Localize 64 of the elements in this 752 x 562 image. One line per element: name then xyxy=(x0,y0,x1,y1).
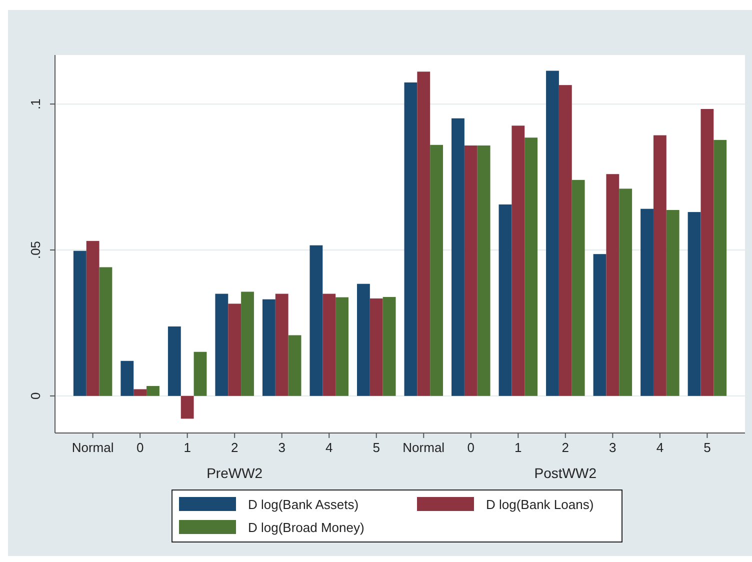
bar xyxy=(288,335,302,396)
bar xyxy=(73,250,86,396)
bar xyxy=(512,126,525,396)
text: PreWW2 xyxy=(206,465,263,481)
bar xyxy=(134,389,147,396)
bar xyxy=(452,118,464,396)
x-tick-label: 0 xyxy=(136,440,144,455)
text: PostWW2 xyxy=(534,465,597,481)
bar xyxy=(356,284,370,396)
bar xyxy=(382,296,396,396)
y-tick-label: .1 xyxy=(28,98,43,110)
bar xyxy=(700,109,714,396)
bar xyxy=(310,245,323,396)
x-tick-label: 2 xyxy=(230,440,238,455)
bar xyxy=(464,145,478,396)
bar xyxy=(606,174,620,396)
bar xyxy=(86,240,100,396)
bar xyxy=(477,145,490,396)
bar xyxy=(593,254,606,396)
bar xyxy=(180,396,194,419)
x-tick-label: 1 xyxy=(514,440,522,455)
x-tick-label: Normal xyxy=(72,440,114,455)
bar xyxy=(524,138,538,396)
x-tick-label: 4 xyxy=(656,440,664,455)
bar xyxy=(275,294,288,396)
bar xyxy=(417,72,430,396)
y-tick-label: .05 xyxy=(28,240,43,260)
bar xyxy=(146,386,160,396)
bar xyxy=(640,208,654,396)
bar xyxy=(498,204,512,396)
bar xyxy=(194,352,207,396)
bar xyxy=(370,298,383,396)
bar xyxy=(241,292,254,396)
bar xyxy=(404,82,418,396)
bar xyxy=(322,294,336,396)
y-tick-label: 0 xyxy=(28,392,43,400)
bar xyxy=(120,360,134,396)
bar xyxy=(714,140,727,396)
x-tick-label: 0 xyxy=(467,440,475,455)
bar xyxy=(558,85,572,396)
bar xyxy=(262,299,276,396)
bar xyxy=(336,297,348,396)
bar xyxy=(430,144,444,396)
bar xyxy=(666,210,680,396)
legend-label: D log(Broad Money) xyxy=(248,520,364,535)
x-tick-label: Normal xyxy=(402,440,445,455)
legend-label: D log(Bank Loans) xyxy=(486,497,594,512)
bar xyxy=(688,212,701,396)
bar xyxy=(99,267,112,396)
bar xyxy=(572,180,585,396)
bar xyxy=(228,304,242,396)
bar xyxy=(653,135,666,396)
legend-label: D log(Bank Assets) xyxy=(248,497,359,512)
x-tick-label: 1 xyxy=(184,440,191,455)
bar xyxy=(168,326,181,396)
x-tick-label: 5 xyxy=(372,440,380,455)
x-tick-label: 4 xyxy=(325,440,333,455)
x-tick-label: 3 xyxy=(278,440,286,455)
bar xyxy=(546,70,559,396)
x-tick-label: 2 xyxy=(562,440,570,455)
x-tick-label: 5 xyxy=(704,440,711,455)
x-tick-label: 3 xyxy=(609,440,616,455)
bar xyxy=(215,294,228,396)
bar xyxy=(619,188,632,396)
